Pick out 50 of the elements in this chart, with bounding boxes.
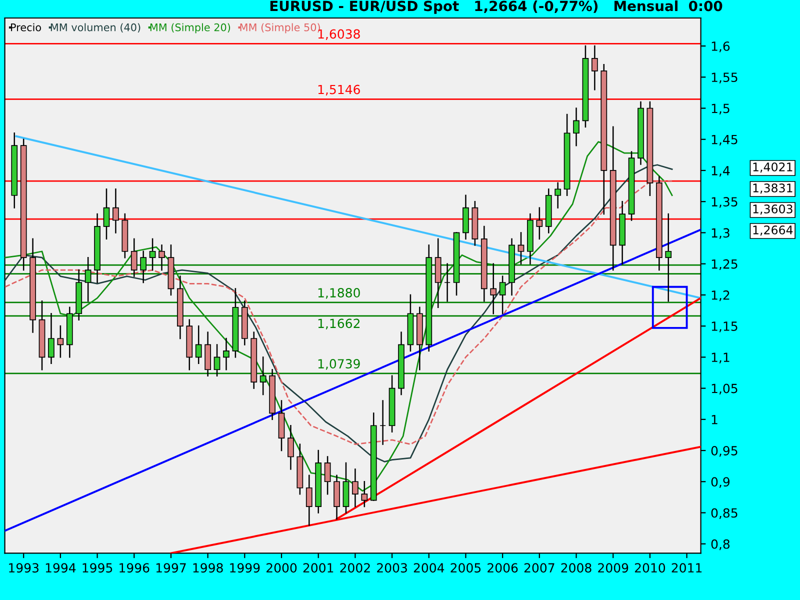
ref-line-label: 1,5146 xyxy=(318,84,360,96)
y-tick-label: 0,95 xyxy=(711,446,738,457)
x-tick-label: 2004 xyxy=(414,563,444,573)
x-tick-label: 1998 xyxy=(193,563,223,573)
ref-line-label: 1,0739 xyxy=(318,359,360,370)
y-tick-label: 1,2 xyxy=(712,290,730,302)
x-tick-label: 1993 xyxy=(9,563,38,573)
y-tick-label: 1,45 xyxy=(712,134,738,146)
legend-label: MM volumen (40) xyxy=(50,23,140,32)
x-tick-label: 2001 xyxy=(303,563,334,573)
x-tick-label: 1994 xyxy=(46,563,76,573)
x-tick-label: 2007 xyxy=(524,563,554,573)
x-tick-label: 2005 xyxy=(450,563,481,573)
x-tick-label: 1996 xyxy=(120,563,150,573)
y-tick-label: 0,85 xyxy=(711,508,738,519)
x-tick-label: 1995 xyxy=(82,563,112,573)
y-tick-label: 1,55 xyxy=(712,72,738,84)
legend-label: MM (Simple 20) xyxy=(150,23,230,34)
text: 1,3603 xyxy=(753,204,792,215)
y-tick-label: 1,5 xyxy=(712,104,730,114)
text: 1,2664 xyxy=(753,225,793,236)
text: 1,3831 xyxy=(753,183,792,194)
y-tick-label: 1,15 xyxy=(712,322,738,332)
y-tick-label: 1,35 xyxy=(712,197,738,208)
y-tick-label: 1 xyxy=(712,415,718,424)
x-tick-label: 2010 xyxy=(634,563,666,573)
x-tick-label: 2003 xyxy=(377,563,407,573)
y-tick-label: 1,3 xyxy=(712,228,730,239)
x-tick-label: 2009 xyxy=(598,563,628,573)
x-tick-label: 2006 xyxy=(488,563,518,573)
x-tick-label: 2002 xyxy=(340,563,370,573)
y-tick-label: 0,9 xyxy=(711,477,730,488)
legend-label: Precio xyxy=(11,23,41,32)
ref-line-label: 1,1880 xyxy=(318,288,360,299)
legend-label: MM (Simple 50) xyxy=(240,23,320,34)
text: 1,4021 xyxy=(753,162,792,173)
y-tick-label: 1,4 xyxy=(712,166,730,177)
y-tick-label: 1,25 xyxy=(712,259,738,270)
y-tick-label: 0,8 xyxy=(711,539,730,550)
x-tick-label: 1999 xyxy=(230,563,260,573)
ref-line-label: 1,6038 xyxy=(318,29,360,40)
y-tick-label: 1,6 xyxy=(712,41,730,52)
x-tick-label: 1997 xyxy=(156,563,186,573)
ref-line-label: 1,1662 xyxy=(318,318,360,330)
x-tick-label: 2011 xyxy=(672,563,702,573)
x-tick-label: 2008 xyxy=(561,563,592,573)
chart-title: EURUSD - EUR/USD Spot 1,2664 (-0,77%) Mensual 0:00 xyxy=(270,0,722,14)
y-tick-label: 1,1 xyxy=(712,352,730,364)
x-tick-label: 2000 xyxy=(266,563,297,573)
y-tick-label: 1,05 xyxy=(712,384,738,394)
